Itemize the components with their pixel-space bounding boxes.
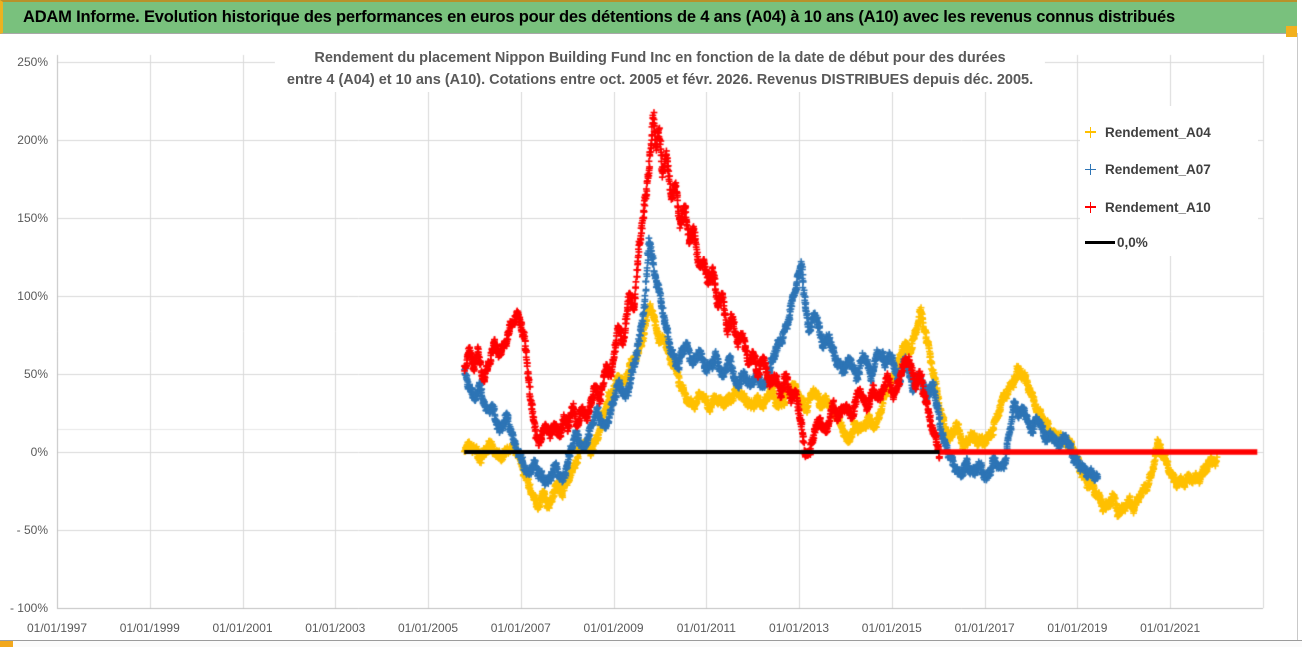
window-bottom-strip <box>0 641 1302 647</box>
x-tick-label: 01/01/2011 <box>676 621 736 635</box>
x-tick-label: 01/01/1997 <box>26 621 88 635</box>
x-tick-label: 01/01/2001 <box>212 621 273 635</box>
x-tick-label: 01/01/2005 <box>398 621 459 635</box>
legend-label: 0,0% <box>1117 235 1148 250</box>
cell-fill-handle-icon[interactable] <box>1286 26 1297 37</box>
bottom-left-accent <box>0 641 13 647</box>
y-tick-label: 250% <box>17 55 48 69</box>
x-tick-label: 01/01/2015 <box>861 621 922 635</box>
legend-item-rendement-a04[interactable]: Rendement_A04 <box>1085 123 1211 141</box>
y-tick-label: 50% <box>23 367 48 381</box>
chart-title: Rendement du placement Nippon Building F… <box>274 46 1046 92</box>
legend-item-rendement-a10[interactable]: Rendement_A10 <box>1085 198 1211 216</box>
window-bottom-border <box>0 640 1302 641</box>
x-tick-label: 01/01/2019 <box>1047 621 1108 635</box>
x-tick-label: 01/01/2007 <box>490 621 551 635</box>
x-tick-label: 01/01/2017 <box>954 621 1015 635</box>
legend-label: Rendement_A10 <box>1105 199 1211 215</box>
x-tick-label: 01/01/2003 <box>305 621 366 635</box>
y-tick-label: 100% <box>17 289 48 303</box>
line-sample-icon <box>1085 241 1115 244</box>
y-tick-label: 200% <box>17 133 48 147</box>
chart-title-line1: Rendement du placement Nippon Building F… <box>314 50 1006 66</box>
banner-title: ADAM Informe. Evolution historique des p… <box>23 8 1175 26</box>
plus-marker-icon <box>1085 126 1096 138</box>
y-tick-label: 150% <box>17 211 48 225</box>
x-tick-label: 01/01/2013 <box>769 621 830 635</box>
legend-item-0-0-[interactable]: 0,0% <box>1085 234 1148 252</box>
x-tick-label: 01/01/2021 <box>1140 621 1201 635</box>
plus-marker-icon <box>1085 201 1096 213</box>
y-tick-label: - 50% <box>16 523 48 537</box>
x-tick-label: 01/01/1999 <box>119 621 180 635</box>
chart-title-line2: entre 4 (A04) et 10 ans (A10). Cotations… <box>286 72 1034 88</box>
y-tick-label: - 100% <box>9 601 48 615</box>
plus-marker-icon <box>1085 164 1096 175</box>
legend-label: Rendement_A04 <box>1105 124 1211 140</box>
legend <box>1080 106 1258 256</box>
x-tick-label: 01/01/2009 <box>583 621 644 635</box>
legend-item-rendement-a07[interactable]: Rendement_A07 <box>1085 161 1211 179</box>
banner-cell[interactable]: ADAM Informe. Evolution historique des p… <box>0 0 1297 34</box>
window-right-border <box>1297 33 1298 640</box>
legend-label: Rendement_A07 <box>1105 162 1211 177</box>
y-tick-label: 0% <box>30 445 48 459</box>
